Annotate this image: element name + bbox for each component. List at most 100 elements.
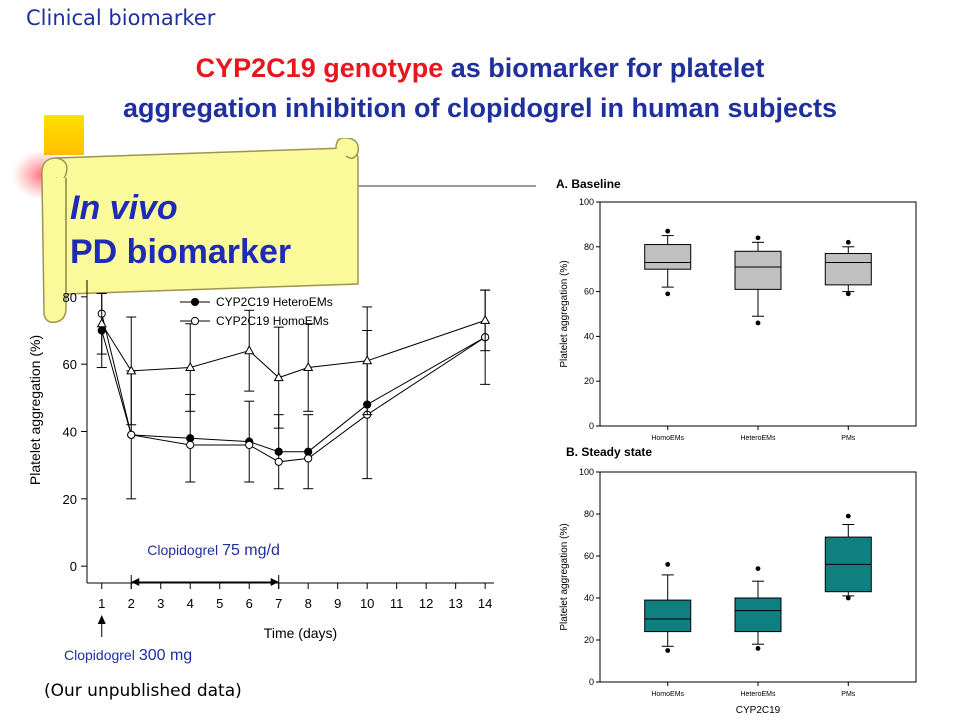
loading-dose: 300 mg bbox=[139, 647, 192, 664]
point-open-triangle bbox=[185, 362, 196, 372]
loading-arrow-head bbox=[97, 615, 106, 624]
loading-drug: Clopidogrel bbox=[64, 647, 135, 663]
box-homoems bbox=[644, 244, 692, 270]
maintenance-drug: Clopidogrel bbox=[147, 542, 218, 558]
y-tick-label: 100 bbox=[579, 467, 594, 477]
y-tick-label: 60 bbox=[584, 287, 594, 297]
maintenance-dose: 75 mg/d bbox=[222, 542, 280, 559]
x-tick-label: 3 bbox=[157, 596, 164, 611]
x-tick-label: 6 bbox=[246, 596, 253, 611]
y-tick-label: 20 bbox=[584, 376, 594, 386]
y-tick-label: 0 bbox=[589, 421, 594, 431]
point-filled-circle bbox=[186, 434, 195, 443]
x-tick-label: 2 bbox=[128, 596, 135, 611]
point-filled-circle bbox=[274, 447, 283, 456]
y-tick-label: 20 bbox=[584, 635, 594, 645]
point-open-circle bbox=[127, 430, 136, 439]
x-axis-label: CYP2C19 bbox=[736, 705, 781, 716]
x-tick-label: 9 bbox=[334, 596, 341, 611]
legend-label: CYP2C19 HomoEMs bbox=[216, 314, 329, 328]
point-open-triangle bbox=[480, 314, 491, 324]
time-course-series bbox=[96, 289, 491, 500]
span-arrow-head-right bbox=[270, 578, 279, 586]
outlier-point bbox=[845, 513, 851, 519]
point-open-circle bbox=[304, 454, 313, 463]
title-line1-rest: as biomarker for platelet bbox=[443, 53, 765, 83]
gold-square-decoration bbox=[44, 115, 84, 155]
y-tick-label: 20 bbox=[63, 492, 77, 507]
x-tick-label: HeteroEMs bbox=[740, 691, 776, 698]
x-tick-label: 12 bbox=[419, 596, 433, 611]
maintenance-dose-label: Clopidogrel 75 mg/d bbox=[147, 542, 280, 559]
point-filled-circle bbox=[304, 447, 313, 456]
scroll-banner bbox=[41, 138, 360, 324]
outlier-point bbox=[755, 320, 761, 326]
series-1 bbox=[97, 309, 490, 466]
point-open-triangle bbox=[126, 365, 137, 375]
point-open-triangle bbox=[273, 372, 284, 382]
panel-title: A. Baseline bbox=[556, 177, 621, 191]
x-tick-label: 5 bbox=[216, 596, 223, 611]
outlier-point bbox=[845, 291, 851, 297]
banner-text: In vivo PD biomarker bbox=[70, 186, 291, 274]
slide-title: CYP2C19 genotype as biomarker for platel… bbox=[20, 48, 940, 128]
y-tick-label: 80 bbox=[63, 290, 77, 305]
y-tick-label: 80 bbox=[584, 509, 594, 519]
series-line bbox=[101, 319, 486, 379]
y-tick-label: 0 bbox=[70, 559, 77, 574]
point-open-circle bbox=[190, 316, 200, 326]
steady-state-boxplot: B. Steady state 0 20 40 60 80 100 Platelet aggr… bbox=[559, 445, 917, 716]
time-course-legend: CYP2C19 HeteroEMs CYP2C19 HomoEMs bbox=[180, 295, 333, 328]
outlier-point bbox=[755, 646, 761, 651]
y-tick-label: 60 bbox=[63, 357, 77, 372]
x-tick-label: HeteroEMs bbox=[740, 435, 776, 442]
point-open-triangle bbox=[96, 318, 107, 328]
x-tick-label: PMs bbox=[841, 691, 856, 698]
point-open-triangle bbox=[362, 355, 373, 365]
x-tick-label: 8 bbox=[305, 596, 312, 611]
point-open-triangle bbox=[244, 345, 255, 355]
y-tick-label: 40 bbox=[584, 593, 594, 603]
y-tick-label: 100 bbox=[579, 197, 594, 207]
x-tick-label: 14 bbox=[478, 596, 492, 611]
series-line bbox=[101, 330, 486, 453]
span-arrow-head-left bbox=[131, 578, 140, 586]
x-tick-label: 10 bbox=[360, 596, 374, 611]
series-line bbox=[101, 313, 486, 463]
point-filled-circle bbox=[190, 297, 200, 307]
x-axis-label: Time (days) bbox=[264, 625, 337, 641]
outlier-point bbox=[755, 566, 761, 571]
point-open-triangle bbox=[303, 362, 314, 372]
x-tick-label: 4 bbox=[187, 596, 194, 611]
box-homoems bbox=[644, 599, 692, 633]
banner-in-vivo: In vivo bbox=[70, 189, 178, 227]
y-axis-label: Platelet aggregation (%) bbox=[559, 523, 570, 630]
y-axis-label: Platelet aggregation (%) bbox=[559, 260, 570, 367]
box-heteroems bbox=[734, 597, 782, 633]
outlier-point bbox=[665, 291, 671, 297]
outlier-point bbox=[755, 235, 761, 241]
point-open-circle bbox=[186, 440, 195, 450]
y-tick-label: 0 bbox=[589, 677, 594, 687]
outlier-point bbox=[665, 562, 671, 567]
box-heteroems bbox=[734, 250, 782, 290]
panel-title: B. Steady state bbox=[566, 445, 652, 459]
x-tick-label: HomoEMs bbox=[651, 435, 684, 442]
y-tick-label: 60 bbox=[584, 551, 594, 561]
x-tick-label: HomoEMs bbox=[651, 691, 684, 698]
loading-dose-label: Clopidogrel 300 mg bbox=[64, 647, 192, 664]
series-2 bbox=[96, 289, 491, 429]
box-pms bbox=[824, 253, 872, 286]
outlier-point bbox=[665, 228, 671, 234]
y-axis-label: Platelet aggregation (%) bbox=[27, 335, 43, 485]
x-tick-label: 13 bbox=[448, 596, 462, 611]
y-tick-label: 40 bbox=[63, 425, 77, 440]
legend-label: CYP2C19 HeteroEMs bbox=[216, 295, 333, 309]
x-tick-label: 11 bbox=[390, 596, 404, 611]
outlier-point bbox=[845, 239, 851, 245]
outlier-point bbox=[665, 648, 671, 653]
footnote: (Our unpublished data) bbox=[44, 681, 242, 701]
